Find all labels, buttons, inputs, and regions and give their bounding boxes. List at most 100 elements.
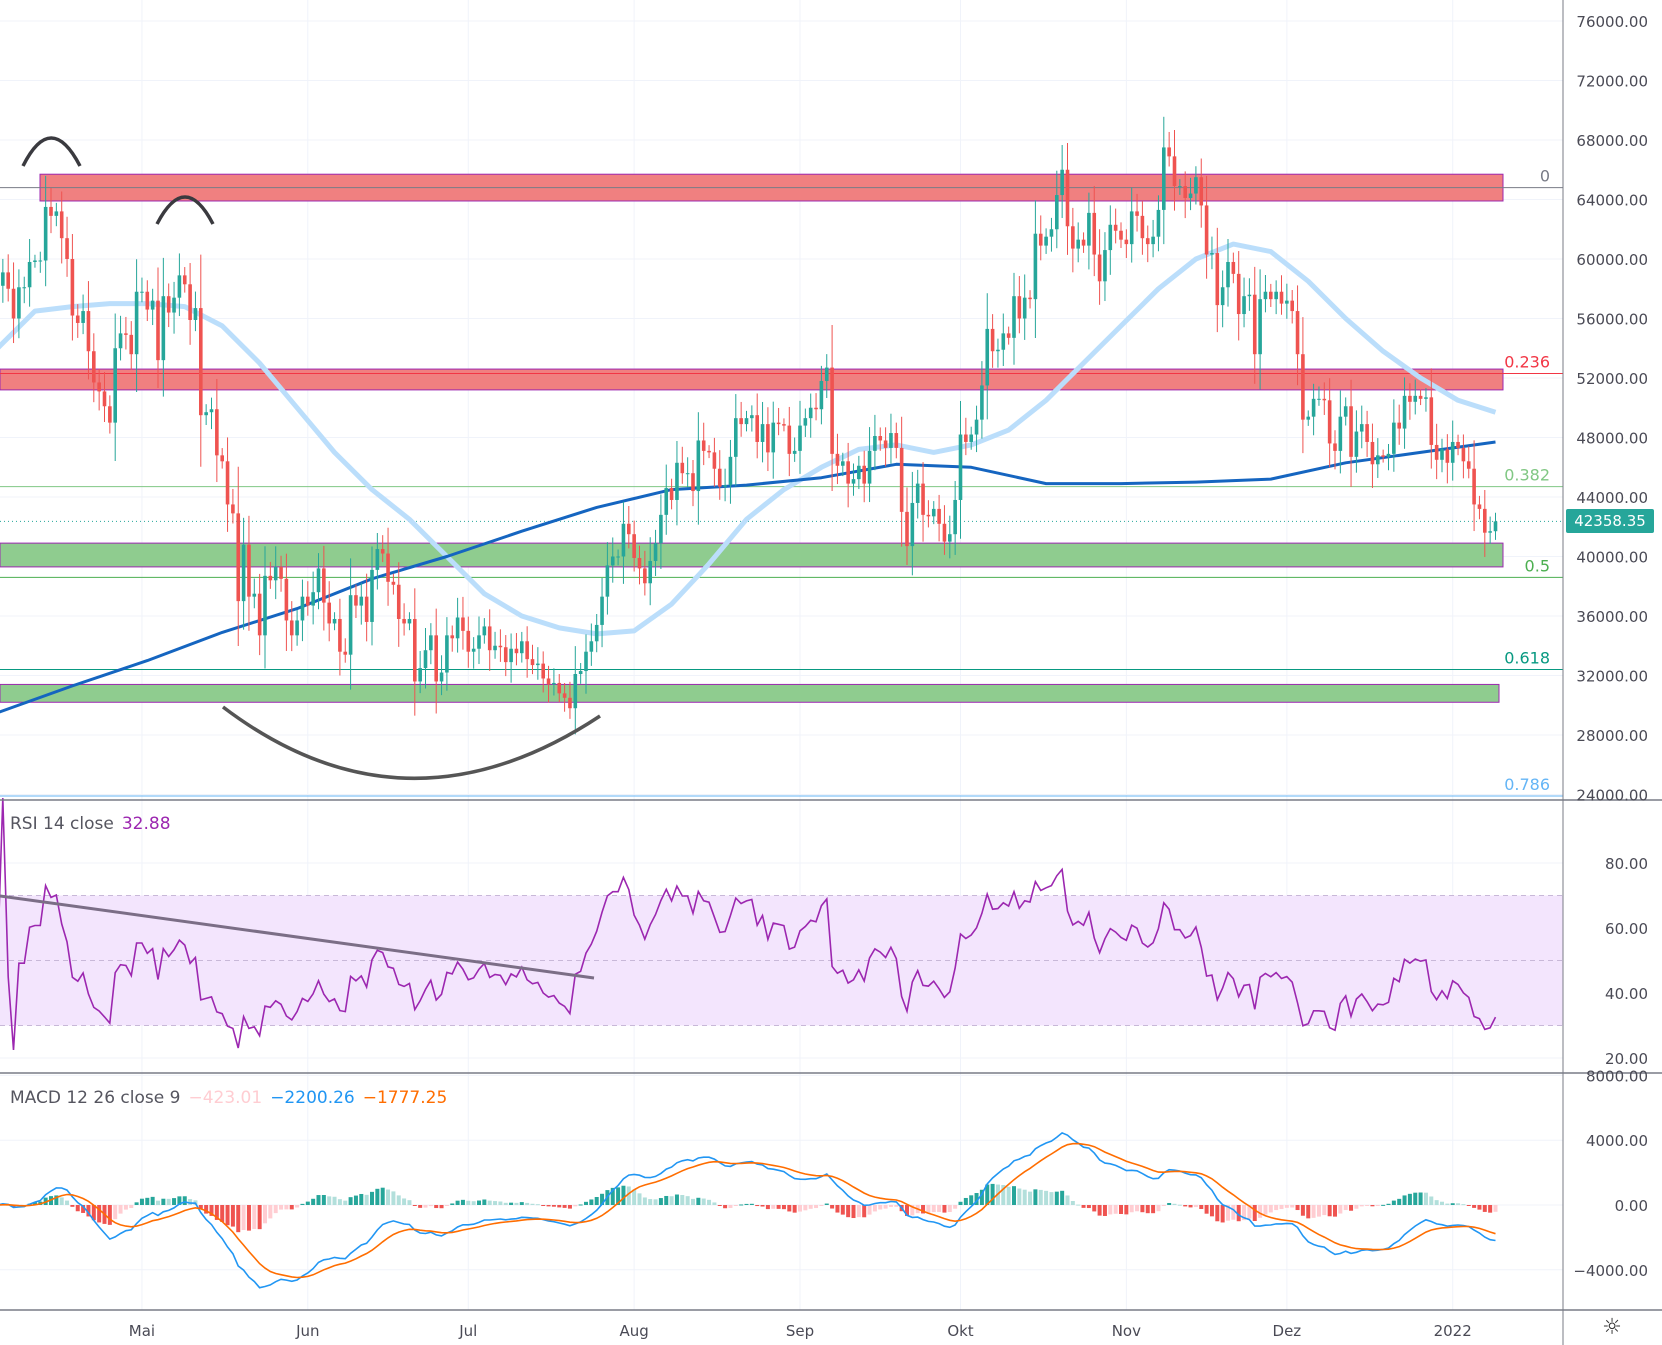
- candle: [386, 527, 390, 606]
- candle: [889, 413, 893, 464]
- candle: [134, 259, 139, 392]
- fib-label: 0.236: [1504, 353, 1550, 372]
- candle-body: [1306, 416, 1311, 420]
- candle: [466, 616, 471, 668]
- macd-histogram-bar: [958, 1201, 963, 1205]
- gear-icon[interactable]: ☼: [1602, 1315, 1622, 1340]
- candle: [220, 448, 224, 469]
- candle-body: [1338, 416, 1343, 451]
- candle: [59, 191, 64, 264]
- candle: [584, 634, 588, 694]
- candle: [1012, 272, 1016, 365]
- candle-body: [1204, 205, 1209, 255]
- candle-body: [466, 630, 471, 652]
- candle-body: [204, 412, 208, 416]
- price-tick-label: 44000.00: [1576, 489, 1648, 507]
- candle-body: [1488, 531, 1492, 533]
- macd-histogram-bar: [1456, 1203, 1461, 1205]
- candle: [578, 663, 583, 684]
- candle: [792, 437, 797, 462]
- sma-light-line: [0, 241, 1497, 637]
- macd-histogram-bar: [680, 1195, 685, 1205]
- candle-body: [1466, 461, 1471, 469]
- macd-histogram-bar: [321, 1195, 326, 1205]
- candle: [1188, 177, 1193, 211]
- macd-histogram-bar: [236, 1205, 241, 1233]
- candle: [616, 549, 620, 566]
- candle: [434, 608, 438, 714]
- candle: [118, 315, 123, 361]
- candle-body: [370, 569, 374, 622]
- macd-histogram-bar: [1022, 1189, 1027, 1205]
- price-axis-bg: [1563, 0, 1662, 1345]
- time-tick-label: Dez: [1273, 1322, 1302, 1340]
- macd-histogram-bar: [589, 1199, 594, 1205]
- candle-body: [1290, 300, 1294, 312]
- candle-body: [300, 596, 305, 621]
- candle: [707, 445, 711, 459]
- price-tick-label: 28000.00: [1576, 727, 1648, 745]
- candle: [1215, 227, 1220, 333]
- macd-histogram-bar: [166, 1198, 171, 1205]
- candle-body: [1413, 395, 1418, 402]
- macd-histogram-bar: [284, 1205, 289, 1210]
- rsi-trendline[interactable]: [0, 894, 595, 980]
- rsi-line: [0, 797, 1497, 1050]
- fib-label: 0.5: [1525, 556, 1550, 575]
- macd-histogram-bar: [161, 1198, 166, 1205]
- arc-top-2[interactable]: [155, 195, 215, 225]
- candle: [1124, 229, 1129, 259]
- candle-body: [1269, 291, 1273, 300]
- candle: [1210, 236, 1214, 270]
- candle: [921, 462, 925, 542]
- macd-histogram-bar: [584, 1201, 588, 1205]
- macd-histogram-bar: [263, 1205, 267, 1224]
- candle-body: [589, 641, 594, 652]
- macd-histogram-bar: [696, 1197, 701, 1205]
- candle: [498, 629, 503, 662]
- candle-body: [1354, 431, 1359, 457]
- macd-histogram-bar: [1049, 1192, 1054, 1205]
- macd-histogram-bar: [1306, 1205, 1311, 1219]
- macd-histogram-bar: [546, 1205, 551, 1207]
- candle: [75, 304, 80, 338]
- macd-histogram-bar: [1333, 1205, 1337, 1217]
- macd-histogram-bar: [1092, 1205, 1097, 1212]
- macd-legend: MACD 12 26 close 9 −423.01 −2200.26 −1777.2…: [10, 1088, 455, 1108]
- candle: [798, 400, 802, 474]
- candle: [1381, 449, 1385, 463]
- candle: [1424, 388, 1428, 412]
- macd-histogram-bar: [1268, 1205, 1273, 1213]
- candle-body: [156, 300, 160, 361]
- candle-body: [1450, 441, 1455, 463]
- candle: [878, 427, 883, 451]
- macd-histogram-bar: [1054, 1191, 1059, 1205]
- macd-histogram-bar: [257, 1205, 262, 1230]
- macd-histogram-bar: [460, 1199, 465, 1205]
- candle-body: [33, 260, 37, 262]
- candle-body: [798, 425, 802, 451]
- macd-histogram-bar: [1151, 1205, 1156, 1214]
- candle: [1151, 219, 1155, 258]
- macd-histogram-bar: [1365, 1205, 1370, 1206]
- candle-body: [1001, 333, 1006, 350]
- time-axis-bg: [0, 1310, 1563, 1345]
- candle-body: [493, 645, 497, 651]
- candle-body: [1402, 395, 1407, 429]
- candle-body: [1279, 291, 1284, 304]
- macd-histogram-bar: [594, 1197, 599, 1205]
- macd-histogram-bar: [1044, 1190, 1049, 1205]
- candle: [728, 439, 733, 504]
- candle-body: [1006, 333, 1011, 338]
- arc-top-1[interactable]: [21, 136, 82, 167]
- macd-histogram-bar: [883, 1205, 888, 1209]
- price-tick-label: 52000.00: [1576, 370, 1648, 388]
- candle: [926, 500, 931, 528]
- candle-body: [81, 311, 85, 323]
- macd-histogram-bar: [1060, 1190, 1065, 1205]
- macd-histogram-bar: [717, 1205, 722, 1206]
- macd-histogram-bar: [268, 1205, 273, 1219]
- candle: [129, 321, 134, 370]
- arc-bottom[interactable]: [221, 705, 601, 781]
